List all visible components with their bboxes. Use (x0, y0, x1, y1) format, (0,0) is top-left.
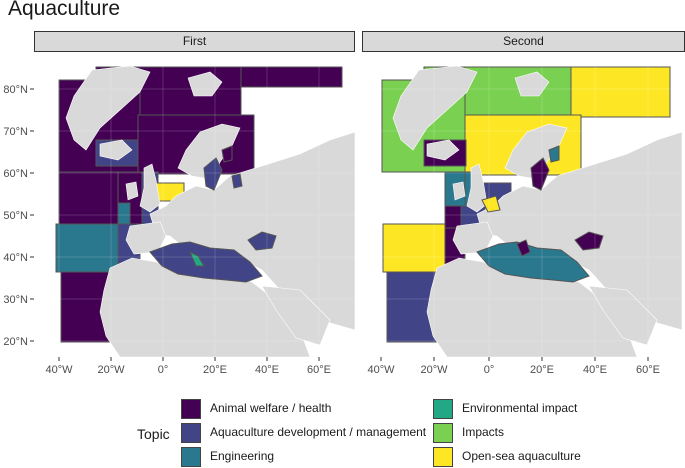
legend-title: Topic (137, 426, 170, 442)
legend-swatch (181, 399, 201, 419)
y-tick-label: 80°N (3, 84, 28, 96)
legend-swatch (433, 447, 453, 467)
y-tick-label: 40°N (3, 252, 28, 264)
x-tick-label: 60°E (307, 364, 331, 376)
x-axis-first: 40°W 20°W 0° 20°E 40°E 60°E (45, 357, 331, 376)
legend-swatch (433, 423, 453, 443)
map-panel-first (34, 55, 355, 357)
x-tick-label: 20°E (530, 364, 554, 376)
map-panel-second (362, 55, 685, 357)
chart-title: Aquaculture (8, 0, 121, 20)
legend-label: Open-sea aquaculture (462, 449, 581, 463)
legend-swatch (181, 447, 201, 467)
x-tick-label: 60°E (636, 364, 660, 376)
panel-strip-second: Second (362, 31, 685, 52)
legend-label: Engineering (210, 449, 275, 463)
legend-label: Environmental impact (462, 401, 578, 415)
x-tick-label: 20°E (203, 364, 227, 376)
y-tick-label: 50°N (3, 210, 28, 222)
x-tick-label: 40°W (367, 364, 395, 376)
x-tick-label: 0° (484, 364, 495, 376)
y-tick-label: 60°N (3, 168, 28, 180)
y-tick-label: 20°N (3, 336, 28, 348)
legend-label: Impacts (462, 425, 505, 439)
x-tick-label: 40°W (45, 364, 73, 376)
legend-label: Aquaculture development / management (210, 425, 427, 439)
y-tick-label: 70°N (3, 126, 28, 138)
x-tick-label: 0° (158, 364, 169, 376)
y-axis: 80°N 70°N 60°N 50°N 40°N 30°N 20°N (3, 84, 34, 348)
x-tick-label: 40°E (583, 364, 607, 376)
legend-label: Animal welfare / health (210, 401, 332, 415)
legend-swatch (181, 423, 201, 443)
x-tick-label: 40°E (255, 364, 279, 376)
y-tick-label: 30°N (3, 294, 28, 306)
x-axis-second: 40°W 20°W 0° 20°E 40°E 60°E (367, 357, 660, 376)
x-tick-label: 20°W (97, 364, 125, 376)
legend-swatch (433, 399, 453, 419)
panel-strip-first: First (34, 31, 355, 52)
x-tick-label: 20°W (420, 364, 448, 376)
